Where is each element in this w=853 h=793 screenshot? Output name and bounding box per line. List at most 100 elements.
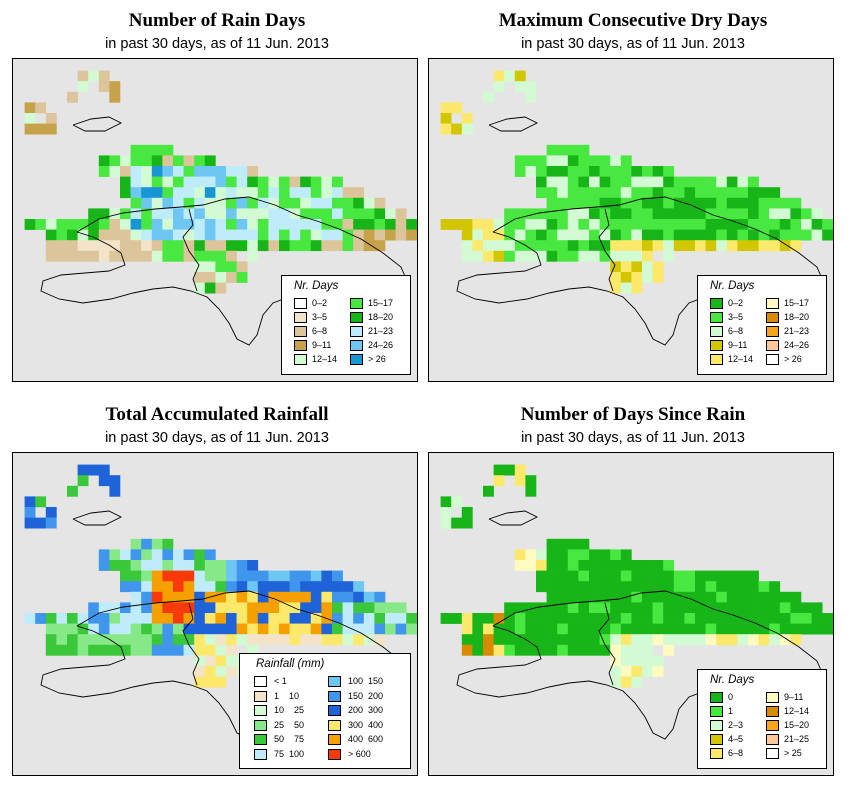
- grid-cell: [726, 197, 738, 209]
- grid-cell: [215, 655, 227, 667]
- grid-cell: [758, 634, 770, 646]
- grid-cell: [194, 581, 206, 593]
- grid-cell: [226, 166, 237, 177]
- legend-swatch: [766, 692, 779, 703]
- grid-cell: [483, 250, 494, 262]
- grid-cell: [24, 517, 36, 529]
- grid-cell: [514, 549, 526, 561]
- grid-cell: [716, 229, 728, 241]
- grid-cell: [353, 187, 365, 199]
- grid-cell: [353, 208, 365, 220]
- grid-cell: [642, 591, 653, 603]
- grid-cell: [257, 229, 269, 241]
- grid-cell: [790, 623, 802, 635]
- grid-cell: [631, 272, 643, 283]
- grid-cell: [173, 176, 184, 188]
- grid-cell: [663, 623, 675, 635]
- grid-cell: [77, 219, 89, 230]
- grid-cell: [279, 197, 290, 209]
- grid-cell: [353, 623, 365, 635]
- grid-cell: [684, 570, 696, 582]
- legend-label: 400 600: [348, 734, 384, 744]
- grid-cell: [45, 240, 57, 252]
- grid-cell: [642, 560, 653, 571]
- grid-cell: [236, 581, 248, 593]
- grid-cell: [684, 197, 696, 209]
- grid-cell: [257, 623, 269, 635]
- grid-cell: [395, 208, 407, 220]
- grid-cell: [247, 602, 259, 614]
- grid-cell: [321, 176, 333, 188]
- grid-cell: [493, 634, 505, 646]
- grid-cell: [536, 623, 547, 635]
- grid-cell: [98, 475, 110, 487]
- grid-cell: [289, 229, 301, 241]
- grid-cell: [504, 229, 516, 241]
- grid-cell: [56, 240, 68, 252]
- grid-cell: [748, 176, 759, 188]
- legend-swatch: [294, 326, 307, 337]
- grid-cell: [141, 250, 153, 262]
- grid-cell: [472, 250, 484, 262]
- grid-cell: [578, 623, 590, 635]
- legend-label: 12–14: [312, 354, 338, 364]
- grid-cell: [257, 208, 269, 220]
- grid-cell: [822, 229, 833, 241]
- grid-cell: [557, 549, 569, 561]
- grid-cell: [599, 250, 611, 262]
- grid-cell: [268, 187, 280, 199]
- grid-cell: [247, 613, 259, 624]
- legend-swatch: [766, 748, 779, 759]
- grid-cell: [461, 507, 473, 518]
- grid-cell: [289, 197, 301, 209]
- grid-cell: [610, 229, 622, 241]
- grid-cell: [567, 602, 579, 614]
- grid-cell: [546, 570, 558, 582]
- grid-cell: [141, 208, 153, 220]
- grid-cell: [141, 197, 153, 209]
- grid-cell: [247, 250, 259, 262]
- grid-cell: [620, 655, 632, 667]
- grid-cell: [204, 676, 216, 688]
- grid-cell: [45, 613, 57, 624]
- grid-cell: [483, 613, 494, 624]
- grid-cell: [67, 91, 78, 103]
- grid-cell: [77, 623, 89, 635]
- grid-cell: [236, 240, 248, 252]
- legend-swatch: [254, 705, 267, 716]
- grid-cell: [226, 197, 237, 209]
- map-days-since-rain: Nr. Days 0 1 2–3 4–5 6–8 9–11 12–14 15–20 21–25 >…: [428, 452, 834, 776]
- grid-cell: [353, 219, 365, 230]
- grid-cell: [247, 219, 259, 230]
- grid-cell: [173, 197, 184, 209]
- grid-cell: [589, 229, 600, 241]
- grid-cell: [695, 634, 706, 646]
- grid-cell: [737, 176, 749, 188]
- grid-cell: [162, 166, 174, 177]
- grid-cell: [610, 623, 622, 635]
- grid-cell: [215, 282, 227, 294]
- grid-cell: [300, 208, 312, 220]
- grid-cell: [162, 634, 174, 646]
- grid-cell: [77, 229, 89, 241]
- grid-cell: [578, 581, 590, 593]
- grid-cell: [748, 229, 759, 241]
- grid-cell: [620, 208, 632, 220]
- grid-cell: [363, 623, 375, 635]
- grid-cell: [215, 197, 227, 209]
- grid-cell: [204, 549, 216, 561]
- grid-cell: [141, 644, 153, 656]
- grid-cell: [610, 219, 622, 230]
- legend-label: 300 400: [348, 719, 384, 730]
- grid-cell: [620, 549, 632, 561]
- grid-cell: [321, 634, 333, 646]
- legend-swatch: [254, 690, 267, 702]
- grid-cell: [610, 666, 622, 677]
- grid-cell: [120, 644, 131, 656]
- grid-cell: [461, 113, 473, 124]
- grid-cell: [472, 623, 484, 635]
- grid-cell: [716, 208, 728, 220]
- grid-cell: [226, 229, 237, 241]
- grid-cell: [109, 475, 121, 487]
- grid-cell: [748, 240, 759, 252]
